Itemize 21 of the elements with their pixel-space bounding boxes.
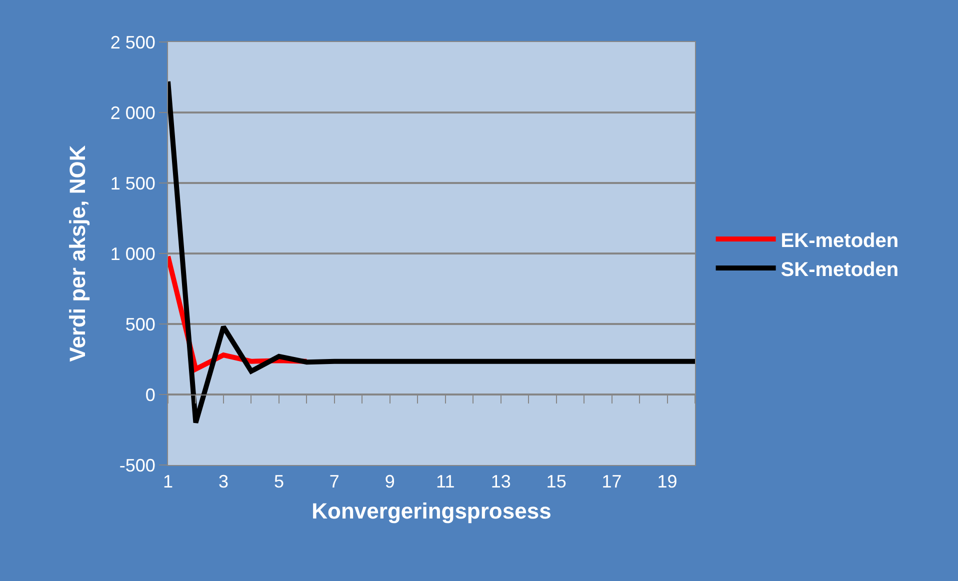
y-tick-label: 1 000 <box>110 244 156 264</box>
y-tick-label: 2 500 <box>110 32 156 52</box>
x-tick-label: 17 <box>602 472 622 492</box>
x-tick-label: 19 <box>657 472 678 492</box>
x-tick-label: 7 <box>329 472 340 492</box>
y-tick-label: -500 <box>119 455 156 476</box>
x-tick-label: 13 <box>490 472 511 492</box>
y-tick-label: 0 <box>145 384 156 405</box>
x-axis-title: Konvergeringsprosess <box>312 498 552 524</box>
legend-label: EK-metoden <box>780 230 899 252</box>
y-tick-label: 2 000 <box>110 102 156 123</box>
legend-label: SK-metoden <box>780 258 899 281</box>
x-tick-label: 1 <box>162 472 174 492</box>
x-tick-label: 9 <box>384 472 395 492</box>
y-axis-title: Verdi per aksje, NOK <box>65 145 90 362</box>
y-tick-label: 500 <box>125 314 156 334</box>
x-tick-label: 5 <box>274 472 284 492</box>
x-tick-label: 11 <box>436 472 455 492</box>
x-tick-label: 15 <box>546 472 566 492</box>
x-tick-label: 3 <box>218 472 228 492</box>
y-tick-label: 1 500 <box>110 173 156 194</box>
